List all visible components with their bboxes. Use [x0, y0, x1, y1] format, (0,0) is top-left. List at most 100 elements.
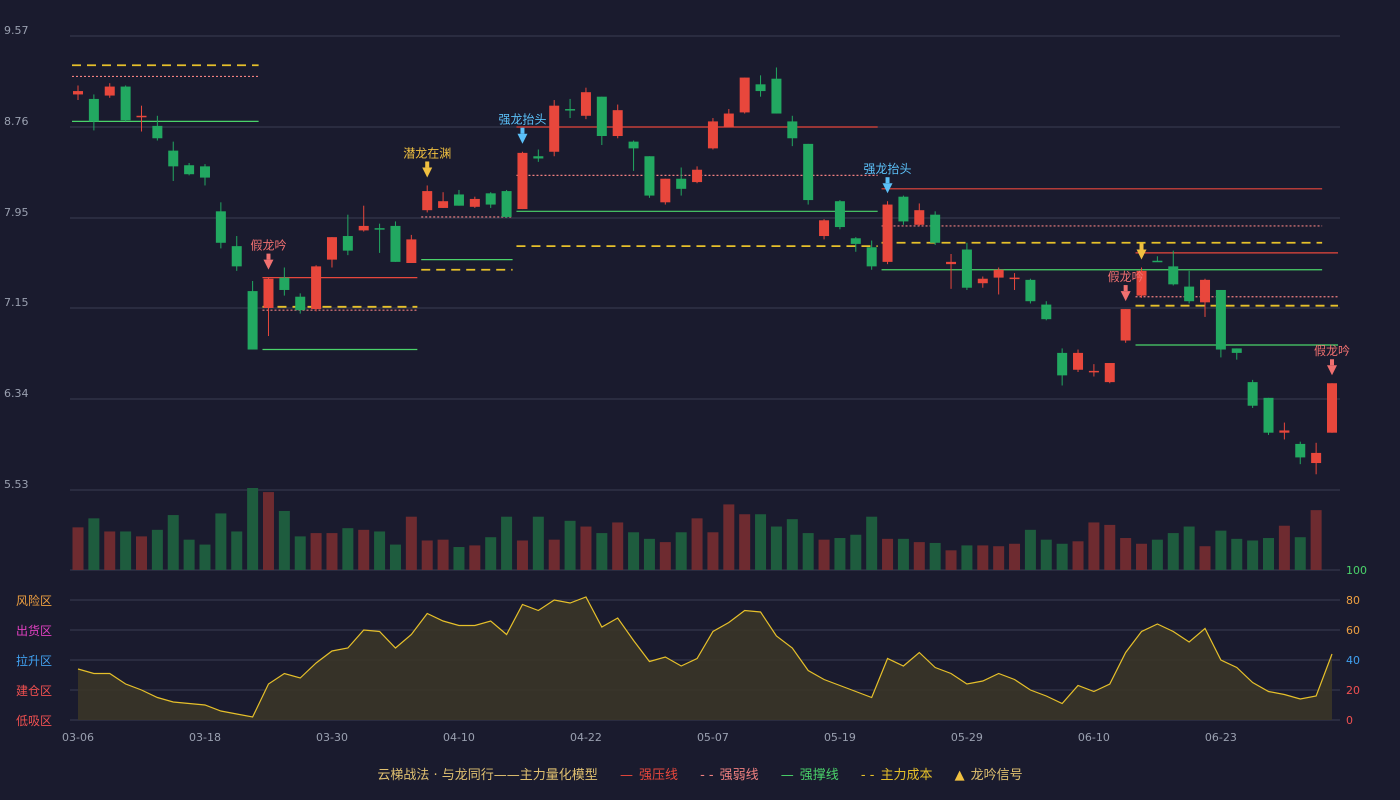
volume-bar: [516, 540, 528, 570]
candle-body: [88, 98, 99, 122]
candle-body: [596, 96, 607, 137]
volume-bar: [1088, 522, 1100, 570]
x-tick-label: 03-18: [189, 731, 221, 744]
signal-arrow-stem: [425, 161, 430, 168]
volume-bar: [278, 510, 290, 570]
signal-arrow-stem: [520, 127, 525, 134]
indicator-tick-label: 20: [1346, 684, 1360, 697]
volume-bar: [1056, 543, 1068, 570]
volume-bar: [421, 540, 433, 570]
volume-bar: [707, 532, 719, 570]
candle-body: [882, 204, 893, 262]
indicator-tick-label: 40: [1346, 654, 1360, 667]
signal-arrow: [1136, 249, 1147, 260]
volume-bar: [723, 504, 735, 570]
candle-body: [850, 238, 861, 244]
volume-bar: [1263, 538, 1275, 570]
volume-bar: [389, 544, 401, 570]
volume-bar: [135, 536, 147, 570]
candle-body: [819, 220, 830, 237]
volume-bar: [151, 529, 163, 570]
volume-bar: [310, 533, 322, 570]
candle-body: [358, 225, 369, 231]
candle-body: [73, 91, 83, 95]
volume-bar: [183, 539, 195, 570]
candle-body: [834, 201, 845, 228]
signal-arrow-stem: [1330, 359, 1334, 366]
candle-body: [1327, 383, 1337, 433]
volume-bar: [469, 545, 481, 570]
candle-body: [136, 115, 147, 118]
level-lines: [72, 64, 1338, 351]
volume-bar: [501, 516, 513, 570]
indicator-tick-label: 80: [1346, 594, 1360, 607]
legend-symbol: —: [619, 768, 633, 783]
zone-label: 风险区: [16, 593, 52, 608]
candle-body: [755, 84, 766, 92]
candle-body: [898, 196, 909, 222]
volume-bar: [913, 542, 925, 570]
candle-body: [1200, 279, 1211, 303]
volume-bar: [580, 526, 592, 570]
candle-body: [946, 261, 957, 265]
legend-item-cost: - - 主力成本: [861, 764, 933, 783]
volume-bar: [72, 527, 84, 570]
candle-body: [438, 201, 449, 208]
volume-bar: [675, 532, 687, 570]
legend-symbol: - -: [860, 768, 875, 783]
x-tick-label: 06-10: [1078, 731, 1110, 744]
volume-bar: [945, 550, 957, 570]
volume-bar: [770, 526, 782, 570]
volume-bar: [199, 544, 211, 570]
signal-label: 潜龙在渊: [403, 146, 451, 160]
candle-body: [1279, 430, 1290, 433]
volume-bar: [1104, 524, 1116, 570]
candle-body: [1025, 279, 1036, 302]
signal-arrow: [1120, 291, 1131, 302]
candle-body: [215, 211, 226, 243]
indicator-line: [77, 596, 1333, 718]
legend: 云梯战法 · 与龙同行——主力量化模型 — 强压线 - - 强弱线 — 强撑线 - -…: [0, 764, 1400, 783]
volume-bar: [1151, 539, 1163, 570]
volume-bar: [850, 534, 862, 570]
price-tick-label: 6.34: [4, 387, 29, 400]
indicator-tick-label: 100: [1346, 564, 1367, 577]
volume-bar: [612, 522, 624, 570]
signal-arrow-stem: [885, 177, 890, 184]
candle-body: [533, 156, 544, 159]
volume-bar: [1072, 541, 1084, 570]
volume-bar: [834, 538, 846, 570]
candle-body: [628, 141, 639, 149]
candle-body: [771, 78, 782, 114]
x-tick-label: 05-07: [697, 731, 729, 744]
x-tick-label: 06-23: [1205, 731, 1237, 744]
volume-bar: [596, 533, 608, 570]
volume-bar: [755, 514, 767, 570]
candle-body: [739, 77, 750, 113]
candle-body: [104, 86, 115, 96]
x-tick-label: 05-29: [951, 731, 983, 744]
candle-body: [707, 121, 718, 149]
candle-body: [866, 247, 877, 267]
volume-bar: [786, 519, 798, 570]
legend-label: 强压线: [638, 768, 678, 783]
volume-bar: [643, 538, 655, 570]
candle-body: [1184, 286, 1195, 302]
x-tick-label: 03-30: [316, 731, 348, 744]
x-tick-label: 03-06: [62, 731, 94, 744]
volume-bar: [929, 542, 941, 570]
volume-bar: [739, 514, 751, 570]
candle-body: [993, 269, 1004, 278]
candle-body: [1136, 270, 1147, 296]
candle-body: [977, 278, 988, 284]
zone-label: 拉升区: [16, 653, 52, 668]
volume-bar: [961, 545, 973, 570]
volume-bar: [993, 546, 1005, 570]
volume-bar: [342, 528, 354, 570]
legend-item-signal: ▲ 龙吟信号: [955, 764, 1023, 783]
candle-body: [723, 113, 734, 128]
volume-bar: [167, 515, 179, 570]
candle-body: [279, 277, 290, 290]
